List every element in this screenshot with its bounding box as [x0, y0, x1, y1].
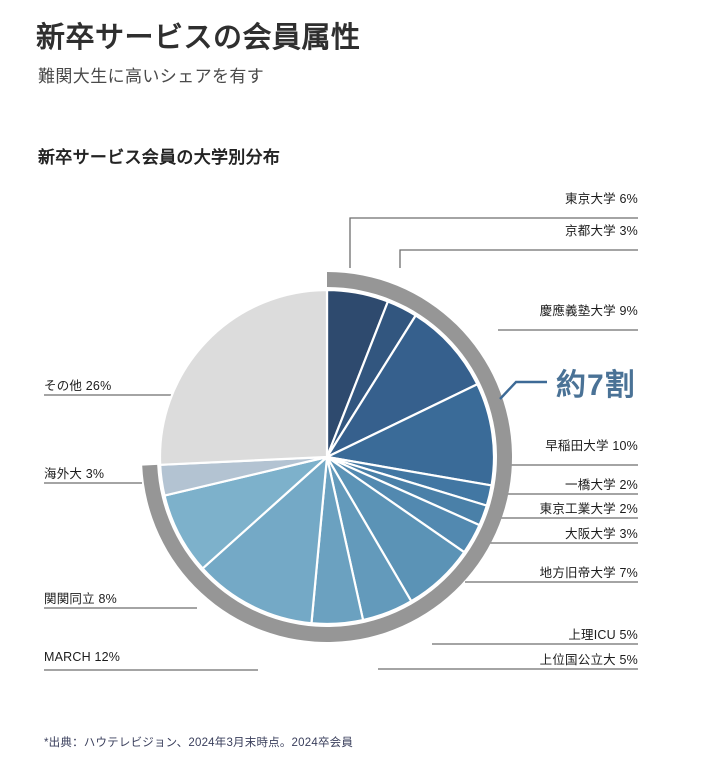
source-footnote: *出典：ハウテレビジョン、2024年3月末時点。2024卒会員 [44, 737, 354, 749]
chart-title: 新卒サービス会員の大学別分布 [38, 148, 281, 167]
pie-slices [158, 288, 496, 626]
leader-line [349, 217, 638, 268]
pie-label-関関同立: 関関同立 8% [44, 592, 117, 606]
pie-slice[interactable] [158, 288, 329, 466]
pie-label-海外大: 海外大 3% [44, 467, 105, 481]
pie-label-上位国公立大: 上位国公立大 5% [539, 653, 638, 667]
pie-label-その他: その他 26% [44, 379, 112, 393]
pie-label-慶應義塾大学: 慶應義塾大学 9% [539, 304, 638, 318]
pie-label-大阪大学: 大阪大学 3% [565, 527, 638, 541]
pie-slice[interactable] [325, 314, 479, 459]
pie-label-地方旧帝大学: 地方旧帝大学 7% [539, 566, 638, 580]
page-subtitle: 難関大生に高いシェアを有す [38, 67, 265, 86]
page-title: 新卒サービスの会員属性 [36, 22, 361, 54]
pie-slice[interactable] [201, 455, 329, 625]
ring-callout-label: 約7割 [556, 369, 636, 402]
leader-line [399, 249, 638, 268]
pie-label-一橋大学: 一橋大学 2% [565, 478, 638, 492]
pie-slice[interactable] [325, 383, 496, 487]
pie-label-東京工業大学: 東京工業大学 2% [539, 502, 638, 516]
pie-label-上理ICU: 上理ICU 5% [568, 628, 638, 642]
pie-chart [44, 217, 638, 671]
callout-leader-line [499, 380, 547, 400]
pie-label-MARCH: MARCH 12% [44, 650, 121, 664]
leader-lines [44, 217, 638, 671]
pie-label-京都大学: 京都大学 3% [565, 224, 638, 238]
pie-label-早稲田大学: 早稲田大学 10% [545, 439, 638, 453]
callout-line [499, 380, 547, 400]
pie-label-東京大学: 東京大学 6% [565, 192, 638, 206]
